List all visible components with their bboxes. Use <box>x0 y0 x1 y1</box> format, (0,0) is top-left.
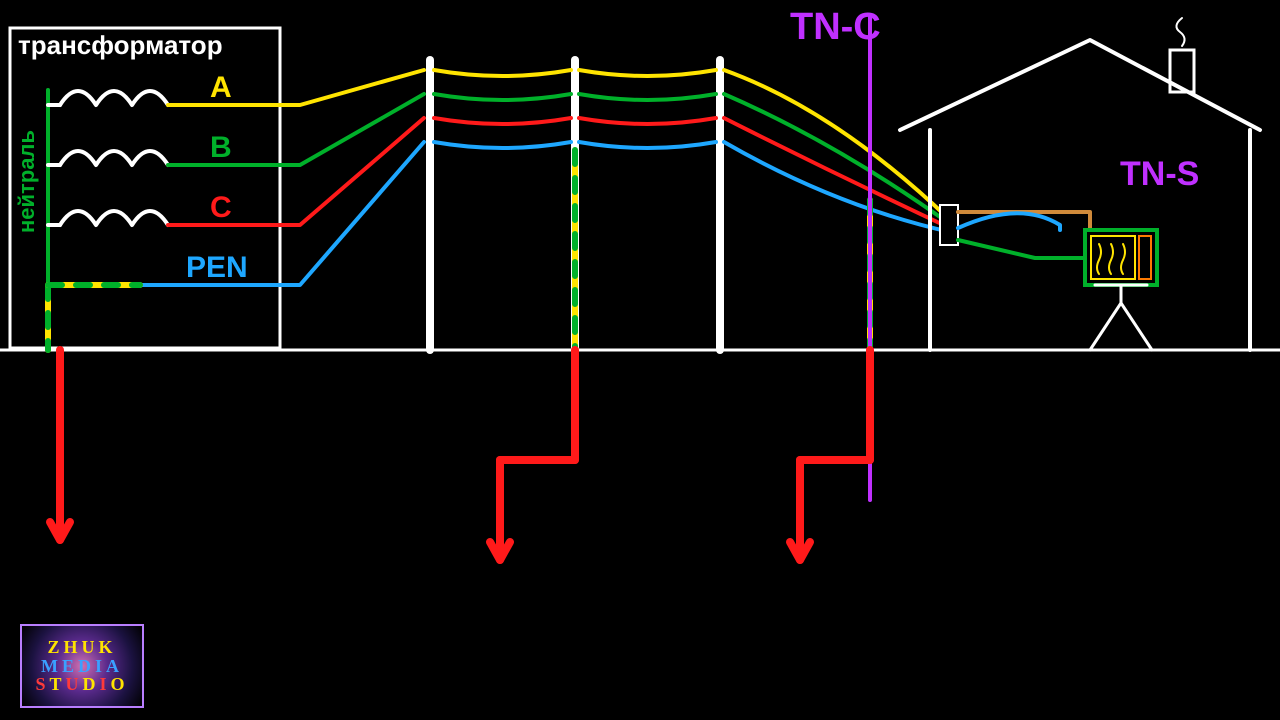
neutral-label: нейтраль <box>14 130 40 233</box>
pen-label: PEN <box>186 251 248 285</box>
transformer-label: трансформатор <box>18 30 223 61</box>
electrical-diagram <box>0 0 1280 720</box>
phase-c-label: C <box>210 191 232 225</box>
logo-line-3: STUDIO <box>35 675 128 694</box>
tns-label: TN-S <box>1120 155 1199 194</box>
studio-logo: ZHUK MEDIA STUDIO <box>20 624 144 708</box>
phase-a-label: A <box>210 71 232 105</box>
logo-line-1: ZHUK <box>47 638 116 657</box>
tnc-label: TN-C <box>790 6 881 49</box>
phase-b-label: B <box>210 131 232 165</box>
logo-line-2: MEDIA <box>41 657 123 676</box>
